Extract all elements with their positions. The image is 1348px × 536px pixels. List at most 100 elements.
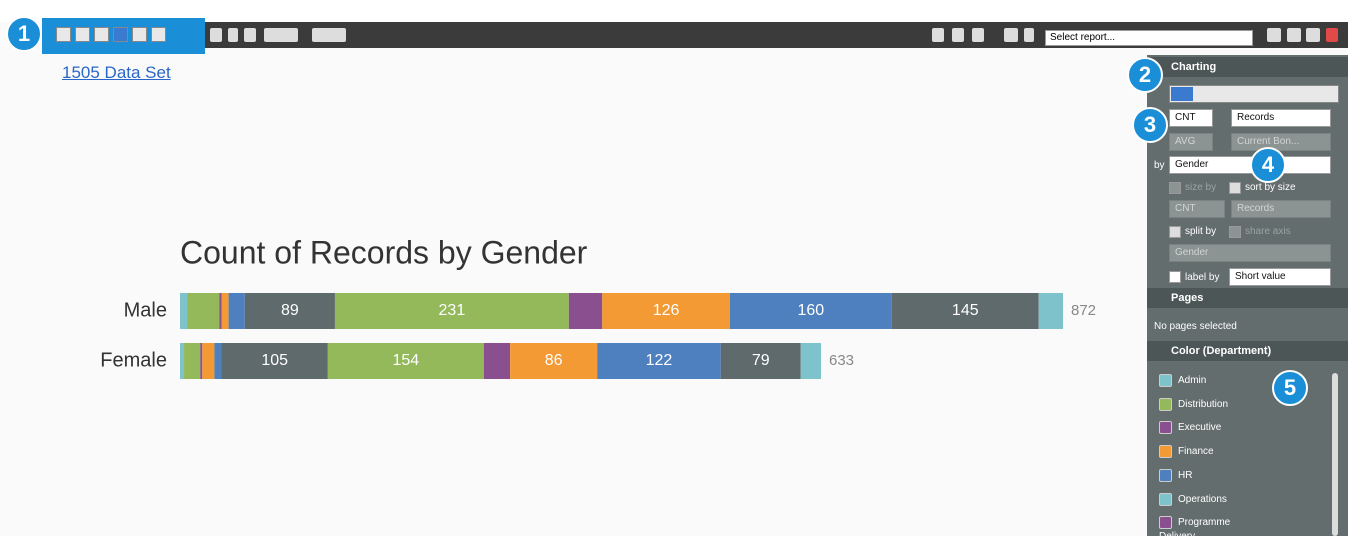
refresh-button[interactable] — [210, 28, 222, 42]
pages-header[interactable]: Pages — [1147, 288, 1348, 308]
bar-segment — [187, 293, 220, 329]
table-view[interactable] — [56, 27, 71, 42]
by-label: by — [1154, 160, 1165, 171]
bar-segment — [184, 343, 201, 379]
pause-button[interactable] — [228, 28, 238, 42]
data-label: 145 — [952, 302, 979, 319]
data-label: 122 — [646, 352, 673, 369]
legend-swatch — [1159, 445, 1172, 459]
bar-segment — [334, 293, 569, 329]
legend-label: HR — [1178, 469, 1193, 481]
data-label: 86 — [545, 352, 563, 369]
legend-swatch — [1159, 374, 1172, 387]
tree-view[interactable] — [94, 27, 109, 42]
category-label: Male — [124, 299, 167, 321]
callout: 3 — [1132, 107, 1168, 143]
data-label: 89 — [281, 302, 299, 319]
callout: 4 — [1250, 147, 1286, 183]
total-label: 872 — [1071, 302, 1096, 319]
bar-segment — [327, 343, 484, 379]
color-header[interactable]: Color (Department) — [1147, 341, 1348, 361]
report-select[interactable]: Select report... — [1045, 30, 1253, 46]
agg-select[interactable]: AVG — [1169, 133, 1213, 151]
split-checkbox[interactable] — [1169, 226, 1181, 238]
zoom-out[interactable] — [932, 28, 944, 42]
bar-segment — [180, 343, 185, 379]
legend-item: Programme Delivery — [1159, 516, 1230, 536]
fit-button[interactable] — [972, 28, 984, 42]
data-label: 105 — [261, 352, 288, 369]
data-label: 154 — [392, 352, 419, 369]
data-label: 231 — [439, 302, 466, 319]
bar-segment — [200, 343, 203, 379]
callout: 1 — [6, 16, 42, 52]
legend-swatch — [1159, 516, 1172, 530]
legend-label: Programme Delivery — [1159, 517, 1231, 536]
bar-segment — [180, 293, 188, 329]
legend-swatch — [1159, 421, 1172, 435]
legend-label: Operations — [1178, 493, 1227, 505]
bar-type-selected[interactable] — [1171, 87, 1193, 101]
reload-report[interactable] — [1267, 28, 1281, 42]
pin-button[interactable] — [1024, 28, 1034, 42]
bar-segment — [202, 343, 215, 379]
charting-header[interactable]: Charting — [1147, 57, 1348, 77]
top-margin — [0, 0, 1348, 22]
gauge-view[interactable] — [75, 27, 90, 42]
snapshot-button[interactable] — [1004, 28, 1018, 42]
chart-title: Count of Records by Gender — [180, 234, 588, 270]
data-label: 79 — [752, 352, 770, 369]
bar-segment — [720, 343, 801, 379]
split-label: split by — [1185, 226, 1217, 237]
bar-segment — [800, 343, 821, 379]
bar-segment — [1038, 293, 1063, 329]
chart-type-picker[interactable] — [1169, 85, 1339, 103]
size-agg-select[interactable]: CNT — [1169, 200, 1225, 218]
split-select[interactable]: Gender — [1169, 244, 1331, 262]
data-label: 126 — [653, 302, 680, 319]
category-label: Female — [100, 349, 167, 371]
save-as-report[interactable] — [1287, 28, 1301, 42]
pages-empty: No pages selected — [1154, 321, 1237, 332]
legend-label: Distribution — [1178, 398, 1229, 410]
filter-button[interactable] — [244, 28, 256, 42]
chart: Count of Records by Gender Male 89 231 126 1… — [100, 234, 1096, 379]
total-label: 633 — [829, 352, 854, 369]
size-by-checkbox[interactable] — [1169, 182, 1181, 194]
field-select[interactable]: Records — [1231, 109, 1331, 127]
chart-view[interactable] — [113, 27, 128, 42]
share-axis-label: share axis — [1245, 226, 1291, 237]
legend-label: Finance — [1178, 446, 1214, 458]
bar-segment — [221, 343, 328, 379]
label-checkbox[interactable] — [1169, 271, 1181, 283]
scrollbar[interactable] — [1332, 373, 1338, 536]
link-view[interactable] — [151, 27, 166, 42]
save-report[interactable] — [1306, 28, 1320, 42]
callout: 5 — [1272, 370, 1308, 406]
sort-checkbox[interactable] — [1229, 182, 1241, 194]
field-select[interactable]: Current Bon... — [1231, 133, 1331, 151]
legend-item: Operations — [1159, 492, 1227, 507]
size-field-select[interactable]: Records — [1231, 200, 1331, 218]
share-axis-checkbox[interactable] — [1229, 226, 1241, 238]
zoom-in[interactable] — [952, 28, 964, 42]
legend-item: Distribution — [1159, 397, 1229, 412]
label-select[interactable]: Short value — [1229, 268, 1331, 286]
bookmark-menu[interactable] — [312, 28, 346, 42]
callout: 2 — [1127, 57, 1163, 93]
close-button[interactable] — [1326, 28, 1338, 42]
list-view[interactable] — [132, 27, 147, 42]
side-panel: Charting CNT Records AVG Current Bon... … — [1147, 55, 1348, 536]
bar-segment — [221, 293, 229, 329]
bar-segment — [891, 293, 1039, 329]
bar-segment — [729, 293, 892, 329]
delta-menu[interactable] — [264, 28, 298, 42]
view-switcher — [42, 18, 205, 54]
agg-select[interactable]: CNT — [1169, 109, 1213, 127]
label-by-label: label by — [1185, 272, 1220, 283]
bar-segment — [597, 343, 721, 379]
bar-segment — [510, 343, 598, 379]
size-by-label: size by — [1185, 182, 1217, 193]
dataset-link[interactable]: 1505 Data Set — [62, 63, 171, 82]
